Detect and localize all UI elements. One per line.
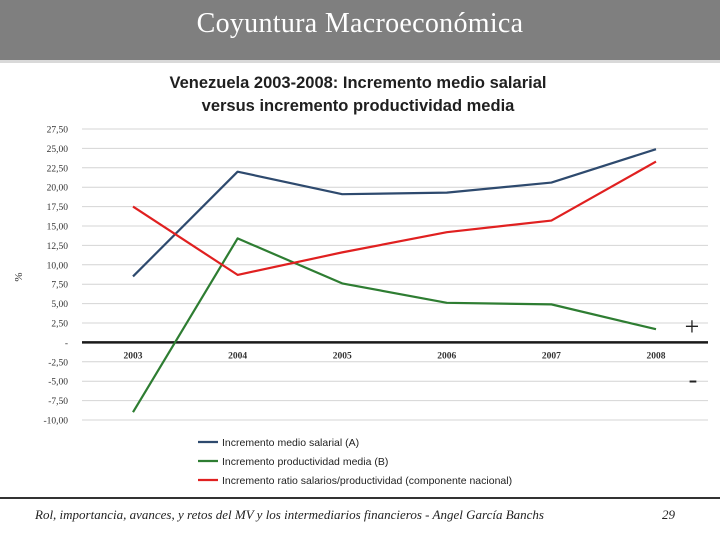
legend-label: Incremento medio salarial (A) xyxy=(222,437,359,449)
chart-title-line-1: Venezuela 2003-2008: Incremento medio sa… xyxy=(170,74,547,92)
x-tick-label: 2004 xyxy=(228,351,247,361)
y-tick-label: - xyxy=(65,339,68,349)
chart-container: Venezuela 2003-2008: Incremento medio sa… xyxy=(0,63,720,497)
line-chart: Venezuela 2003-2008: Incremento medio sa… xyxy=(13,74,708,487)
chart-legend: Incremento medio salarial (A) Incremento … xyxy=(198,437,512,487)
y-tick-label: 15,00 xyxy=(47,223,69,233)
chart-title-line-2: versus incremento productividad media xyxy=(202,97,515,115)
gridlines xyxy=(82,128,708,421)
x-tick-label: 2007 xyxy=(542,351,561,361)
y-tick-label: -5,00 xyxy=(48,378,68,388)
legend-label: Incremento productividad media (B) xyxy=(222,456,388,468)
y-tick-label: 12,50 xyxy=(47,242,69,252)
y-axis-label: % xyxy=(13,272,25,281)
legend-label: Incremento ratio salarios/productividad … xyxy=(222,475,512,487)
page-number: 29 xyxy=(662,507,675,522)
y-tick-label: -2,50 xyxy=(48,358,68,368)
y-tick-label: 7,50 xyxy=(51,281,68,291)
y-tick-label: 5,00 xyxy=(51,300,68,310)
chart-title: Venezuela 2003-2008: Incremento medio sa… xyxy=(170,74,547,115)
y-tick-label: 2,50 xyxy=(51,320,68,330)
x-axis-ticks: 2003 2004 2005 2006 2007 2008 xyxy=(124,351,666,361)
slide-title: Coyuntura Macroeconómica xyxy=(196,8,524,39)
y-tick-label: -7,50 xyxy=(48,397,68,407)
series-line-2 xyxy=(132,237,657,413)
x-tick-label: 2003 xyxy=(124,351,143,361)
y-tick-label: 25,00 xyxy=(47,145,69,155)
series-lines xyxy=(132,148,657,413)
slide-header: Coyuntura Macroeconómica xyxy=(0,0,720,60)
y-tick-label: 10,00 xyxy=(47,261,69,271)
negative-marker: - xyxy=(689,365,698,394)
y-axis-ticks: 27,50 25,00 22,50 20,00 17,50 15,00 12,50 10,00… xyxy=(43,126,68,427)
header-divider xyxy=(0,60,720,63)
y-tick-label: 22,50 xyxy=(47,164,69,174)
y-tick-label: 20,00 xyxy=(47,184,69,194)
y-tick-label: -10,00 xyxy=(43,417,68,427)
y-tick-label: 17,50 xyxy=(47,203,69,213)
x-tick-label: 2006 xyxy=(437,351,456,361)
series-line-1 xyxy=(132,148,657,278)
positive-marker: + xyxy=(685,312,700,341)
series-line-3 xyxy=(132,160,657,276)
y-tick-label: 27,50 xyxy=(47,126,69,136)
x-tick-label: 2005 xyxy=(333,351,352,361)
footer-caption: Rol, importancia, avances, y retos del M… xyxy=(35,507,544,522)
footer-divider xyxy=(0,497,720,499)
x-tick-label: 2008 xyxy=(647,351,666,361)
